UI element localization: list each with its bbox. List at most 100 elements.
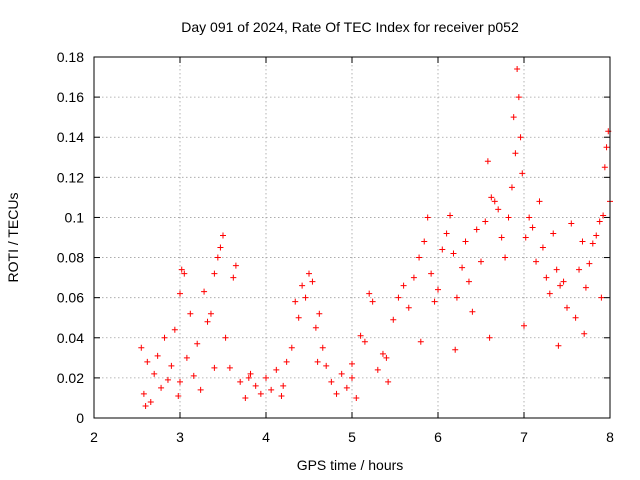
data-point: [190, 372, 197, 379]
y-axis-label: ROTI / TECUs: [5, 193, 21, 283]
data-point: [211, 364, 218, 371]
data-point: [428, 270, 435, 277]
data-point: [268, 386, 275, 393]
data-point: [431, 298, 438, 305]
x-tick-label: 4: [262, 429, 270, 445]
data-point: [550, 230, 557, 237]
data-point: [222, 334, 229, 341]
data-point: [357, 332, 364, 339]
data-point: [502, 254, 509, 261]
data-point: [512, 150, 519, 157]
data-point: [536, 198, 543, 205]
data-point: [323, 362, 330, 369]
x-tick-label: 5: [348, 429, 356, 445]
data-point: [505, 214, 512, 221]
data-point: [450, 250, 457, 257]
data-point: [495, 206, 502, 213]
data-point: [197, 386, 204, 393]
data-point: [226, 364, 233, 371]
data-point: [181, 270, 188, 277]
data-point: [385, 378, 392, 385]
x-axis-label: GPS time / hours: [297, 457, 404, 473]
data-point: [278, 392, 285, 399]
data-point: [171, 326, 178, 333]
data-point: [417, 338, 424, 345]
data-point: [521, 322, 527, 329]
data-point: [194, 340, 201, 347]
data-point: [459, 264, 466, 271]
data-point: [273, 366, 280, 373]
data-point: [469, 308, 476, 315]
data-point: [349, 374, 355, 381]
data-point: [443, 230, 450, 237]
data-point: [435, 286, 441, 293]
data-point: [589, 240, 596, 247]
data-point: [142, 402, 149, 409]
data-point: [491, 198, 498, 205]
data-point: [177, 290, 183, 297]
x-tick-label: 2: [90, 429, 98, 445]
data-point: [217, 244, 224, 251]
data-point: [144, 358, 151, 365]
data-point: [473, 226, 480, 233]
data-point: [292, 298, 299, 305]
data-point: [484, 158, 491, 165]
data-point: [383, 354, 390, 361]
data-point: [579, 238, 586, 245]
data-point: [295, 314, 302, 321]
data-point: [343, 384, 350, 391]
data-point: [508, 184, 515, 191]
data-points: [138, 66, 613, 409]
data-point: [439, 246, 446, 253]
data-point: [302, 294, 309, 301]
data-point: [452, 346, 459, 353]
data-point: [333, 390, 340, 397]
data-point: [601, 164, 608, 171]
data-point: [598, 294, 605, 301]
data-point: [328, 378, 335, 385]
y-tick-labels: 0 0.02 0.04 0.06 0.08 0.1 0.12 0.14 0.16 0.18: [57, 49, 84, 426]
data-point: [288, 344, 295, 351]
data-point: [586, 260, 593, 267]
data-point: [316, 310, 323, 317]
data-point: [177, 378, 183, 385]
data-point: [522, 234, 529, 241]
data-point: [424, 214, 431, 221]
data-point: [178, 266, 185, 273]
data-point: [596, 218, 603, 225]
data-point: [245, 374, 252, 381]
data-point: [557, 282, 564, 289]
x-tick-label: 7: [520, 429, 528, 445]
data-point: [462, 238, 469, 245]
data-point: [207, 310, 214, 317]
data-point: [369, 298, 376, 305]
data-point: [572, 314, 579, 321]
data-point: [482, 218, 489, 225]
axis-ticks: [93, 56, 611, 419]
data-point: [168, 362, 175, 369]
data-point: [486, 334, 493, 341]
data-point: [533, 258, 540, 265]
data-point: [242, 394, 249, 401]
data-point: [416, 254, 423, 261]
data-point: [338, 370, 345, 377]
data-point: [581, 330, 588, 337]
data-point: [237, 378, 244, 385]
data-point: [147, 398, 154, 405]
data-point: [600, 212, 607, 219]
x-tick-label: 3: [176, 429, 184, 445]
data-point: [514, 66, 521, 73]
data-point: [546, 290, 553, 297]
data-point: [515, 94, 522, 101]
data-point: [510, 114, 517, 121]
x-tick-labels: 2 3 4 5 6 7 8: [90, 429, 614, 445]
data-point: [568, 220, 575, 227]
data-point: [564, 304, 570, 311]
data-point: [539, 244, 546, 251]
data-point: [161, 334, 168, 341]
data-point: [283, 358, 290, 365]
data-point: [201, 288, 208, 295]
data-point: [498, 234, 505, 241]
data-point: [543, 274, 550, 281]
y-tick-label: 0.02: [57, 370, 84, 386]
